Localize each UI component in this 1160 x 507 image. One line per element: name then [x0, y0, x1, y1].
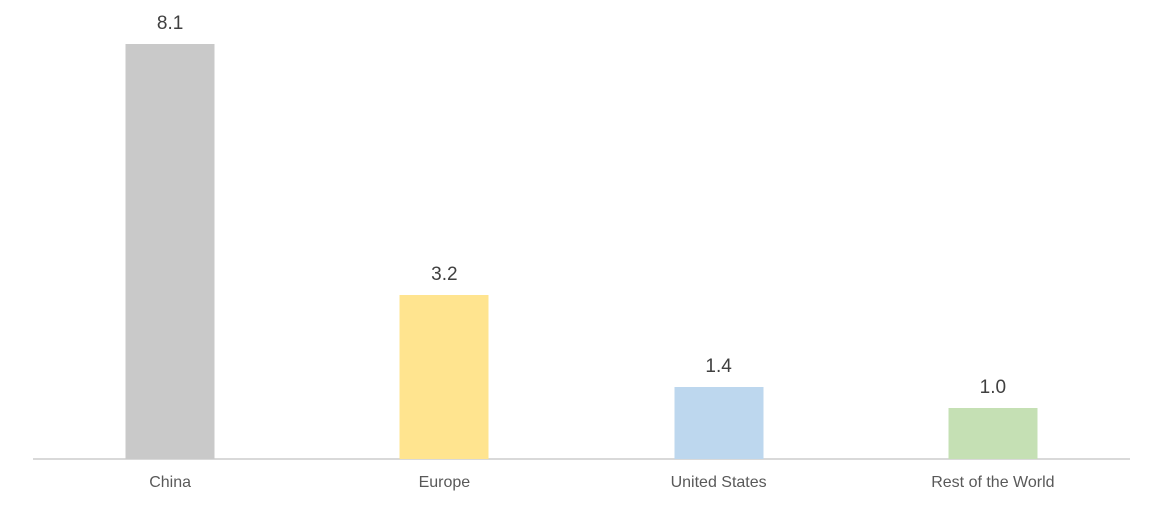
x-axis-line [33, 458, 1130, 460]
bar-group: 3.2 [307, 0, 581, 459]
bar [125, 44, 215, 459]
category-label: Europe [418, 474, 471, 491]
bar-group: 1.4 [582, 0, 856, 459]
category-label: Rest of the World [931, 474, 1055, 491]
category-label: China [149, 474, 192, 491]
bar [399, 295, 489, 459]
category-label: United States [670, 474, 767, 491]
value-label: 1.0 [979, 377, 1007, 398]
value-label: 1.4 [705, 356, 732, 377]
value-label: 8.1 [156, 13, 184, 34]
bar-group: 8.1 [33, 0, 307, 459]
plot-area: 8.1 3.2 1.4 1.0 [33, 0, 1130, 460]
value-label: 3.2 [431, 264, 458, 285]
bar [674, 387, 764, 459]
bar [948, 408, 1038, 459]
bar-group: 1.0 [856, 0, 1130, 459]
x-axis-category-labels: China Europe United States Rest of the Worl… [33, 471, 1130, 495]
